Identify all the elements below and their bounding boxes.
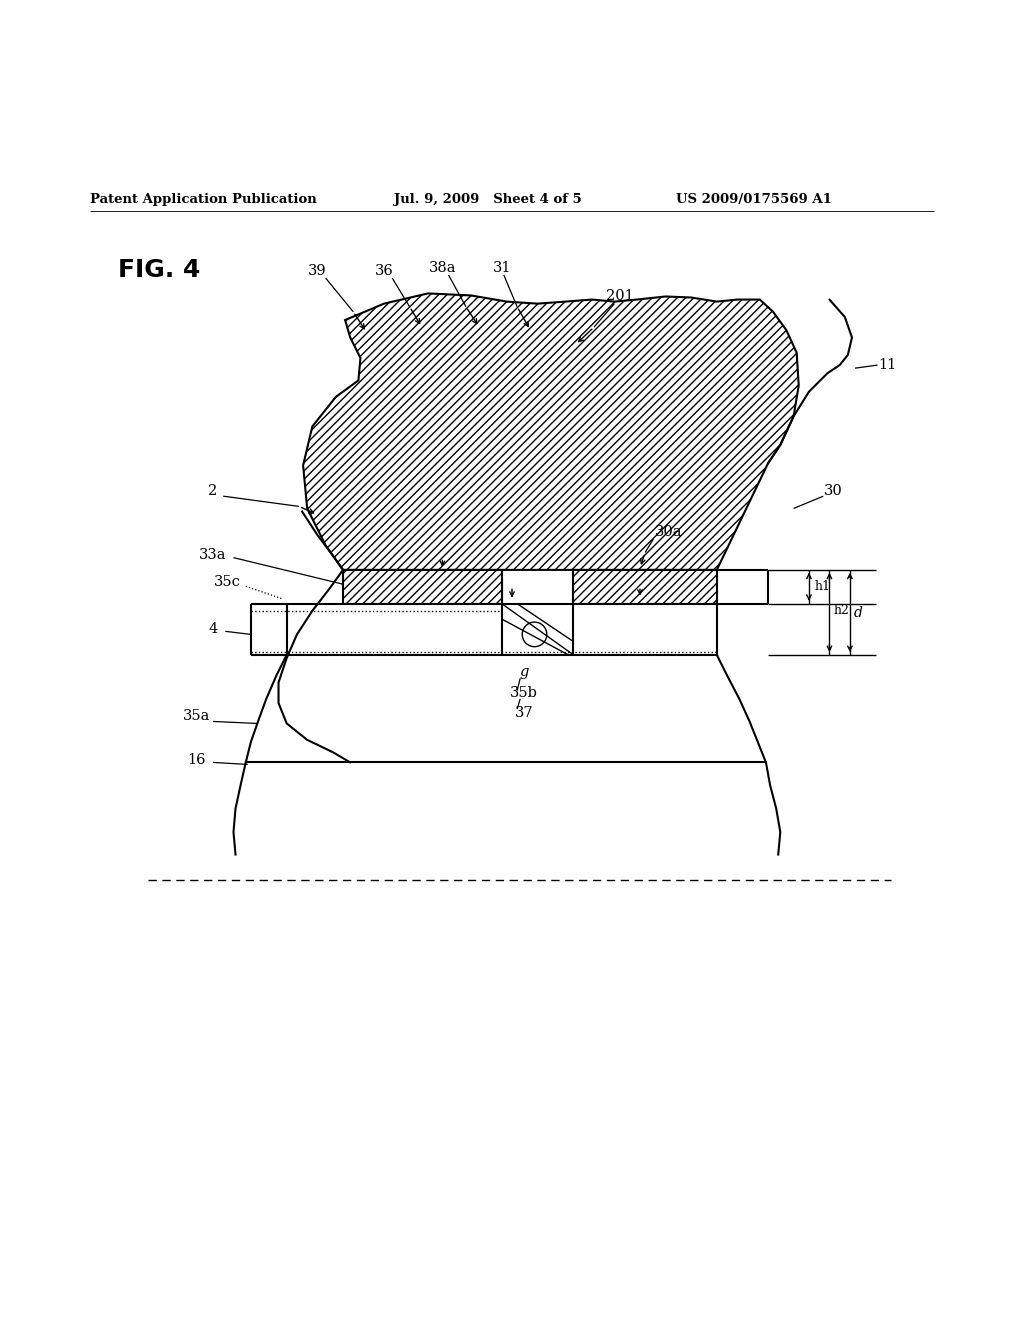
Text: 37: 37 [515,706,534,721]
Text: 39: 39 [308,264,327,279]
Text: 35c: 35c [214,576,241,589]
Text: 35a: 35a [183,709,210,723]
Text: 30: 30 [824,484,843,498]
Text: US 2009/0175569 A1: US 2009/0175569 A1 [676,193,831,206]
Text: 16: 16 [187,754,206,767]
Text: 31: 31 [493,261,511,275]
Text: 201: 201 [605,289,634,304]
Text: 38a: 38a [429,261,456,275]
Text: 35b: 35b [510,686,539,700]
Text: 11: 11 [879,358,897,372]
Text: 36: 36 [375,264,393,279]
Text: 4: 4 [208,622,218,636]
Polygon shape [303,293,799,570]
Text: 2: 2 [208,484,218,498]
Text: Jul. 9, 2009   Sheet 4 of 5: Jul. 9, 2009 Sheet 4 of 5 [394,193,582,206]
Text: h2: h2 [834,605,850,618]
Polygon shape [573,570,717,603]
Text: d: d [854,606,863,620]
Polygon shape [343,570,502,603]
Polygon shape [287,603,717,655]
Text: 30a: 30a [655,525,683,539]
Text: FIG. 4: FIG. 4 [118,257,200,281]
Text: Patent Application Publication: Patent Application Publication [90,193,316,206]
Text: g: g [519,665,529,680]
Text: 33a: 33a [200,548,226,561]
Text: h1: h1 [814,579,830,593]
